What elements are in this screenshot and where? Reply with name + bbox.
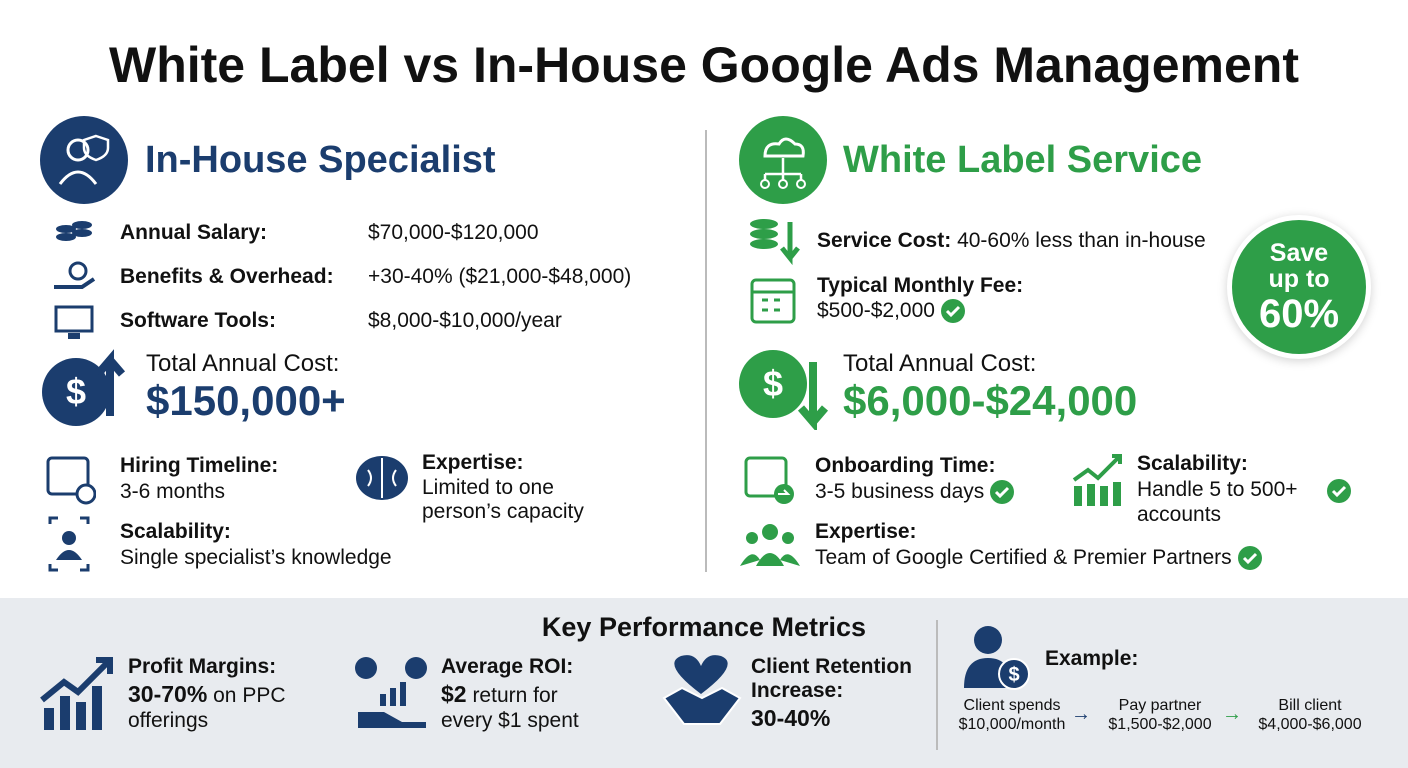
check bbox=[1327, 479, 1351, 503]
check bbox=[990, 480, 1015, 505]
feature-text: Team of Google Certified & Premier Partn… bbox=[815, 546, 1232, 569]
title: White Label vs In-House Google Ads Manag… bbox=[109, 37, 1299, 93]
metric-text: on PPC offerings bbox=[128, 684, 286, 732]
in-house-icon bbox=[40, 116, 128, 204]
feature-label: Scalability: bbox=[120, 520, 231, 543]
cost-icons bbox=[750, 219, 800, 324]
check bbox=[940, 299, 965, 324]
example-icon: $ bbox=[964, 626, 1030, 690]
arrow: → bbox=[1071, 703, 1091, 725]
feature-label: Scalability: bbox=[1137, 452, 1248, 475]
feature-row: Team of Google Certified & Premier Partn… bbox=[815, 546, 1262, 571]
feature-label: Hiring Timeline: bbox=[120, 454, 279, 477]
step-value: $10,000/month bbox=[958, 716, 1066, 733]
cost-value: $500-$2,000 bbox=[817, 299, 935, 322]
metric-value-row: 30-40% bbox=[751, 706, 911, 732]
metrics-heading: Key Performance Metrics bbox=[541, 612, 867, 642]
total-label: Total Annual Cost: bbox=[146, 350, 340, 377]
feature-text: Handle 5 to 500+ accounts bbox=[1137, 478, 1298, 526]
feature-text: Limited to one person’s capacity bbox=[422, 476, 584, 523]
cost-label: Typical Monthly Fee: bbox=[817, 274, 1024, 297]
cost-label: Annual Salary: bbox=[120, 221, 268, 244]
badge-line: 60% bbox=[1258, 292, 1340, 336]
step-label: Bill client bbox=[1278, 697, 1342, 714]
metric-label: Profit Margins: bbox=[128, 655, 277, 678]
divider bbox=[705, 130, 707, 572]
step-label: Pay partner bbox=[1118, 697, 1202, 714]
divider bbox=[936, 620, 938, 750]
example-heading: Example: bbox=[1045, 647, 1139, 670]
metric-text: return for every $1 spent bbox=[441, 684, 579, 732]
step-value: $4,000-$6,000 bbox=[1258, 716, 1362, 733]
step-label: Client spends bbox=[963, 697, 1061, 714]
cost-row: $500-$2,000 bbox=[817, 299, 965, 324]
step-value: $1,500-$2,000 bbox=[1108, 716, 1212, 733]
total-value: $6,000-$24,000 bbox=[843, 377, 1138, 424]
feature-icons bbox=[740, 456, 800, 566]
arrow: → bbox=[1222, 703, 1242, 725]
feature-text: 3-6 months bbox=[120, 480, 226, 503]
cost-value: 40-60% less than in-house bbox=[957, 229, 1206, 252]
feature-icons bbox=[46, 456, 96, 572]
white-label-heading: White Label Service bbox=[843, 139, 1203, 181]
check bbox=[1237, 546, 1262, 571]
brain-icon bbox=[356, 456, 408, 500]
white-label-icon bbox=[739, 116, 827, 204]
feature-row: Handle 5 to 500+ accounts bbox=[1137, 477, 1352, 527]
metric-value: 30-40% bbox=[751, 705, 831, 731]
total-value: $150,000+ bbox=[146, 377, 346, 424]
metric-value: 30-70% bbox=[128, 681, 208, 707]
total-label: Total Annual Cost: bbox=[843, 350, 1037, 377]
save-badge: Save up to 60% bbox=[1232, 220, 1366, 354]
metric-value: $2 bbox=[441, 681, 467, 707]
feature-label: Expertise: bbox=[815, 520, 917, 543]
cost-label: Service Cost: bbox=[817, 229, 952, 252]
total-icon: $ bbox=[42, 349, 126, 426]
cost-value: +30-40% ($21,000-$48,000) bbox=[368, 265, 632, 288]
metric-value-row: $2 return for every $1 spent bbox=[441, 682, 601, 733]
badge-line: Save bbox=[1269, 239, 1329, 267]
metric-label: Client Retention Increase: bbox=[751, 655, 912, 702]
total-icon: $ bbox=[739, 350, 829, 430]
svg-text:$: $ bbox=[763, 363, 783, 404]
feature-row: 3-5 business days bbox=[815, 480, 1015, 505]
metric-label: Average ROI: bbox=[441, 655, 574, 678]
feature-label: Expertise: bbox=[422, 451, 524, 474]
feature-text: Single specialist’s knowledge bbox=[120, 546, 392, 569]
cost-icons bbox=[54, 221, 96, 339]
badge-line: up to bbox=[1268, 265, 1330, 293]
cost-label: Benefits & Overhead: bbox=[120, 265, 334, 288]
scalability-icon bbox=[1072, 454, 1122, 506]
cost-value: $70,000-$120,000 bbox=[368, 221, 539, 244]
feature-label: Onboarding Time: bbox=[815, 454, 996, 477]
feature-text: 3-5 business days bbox=[815, 480, 985, 503]
cost-value: $8,000-$10,000/year bbox=[368, 309, 562, 332]
retention-icon bbox=[662, 655, 742, 725]
svg-text:$: $ bbox=[1008, 664, 1019, 686]
metric-value-row: 30-70% on PPC offerings bbox=[128, 682, 318, 733]
cost-label: Software Tools: bbox=[120, 309, 276, 332]
svg-text:$: $ bbox=[66, 371, 86, 412]
roi-icon bbox=[355, 657, 427, 728]
cost-row: Service Cost: 40-60% less than in-house bbox=[817, 229, 1206, 253]
in-house-heading: In-House Specialist bbox=[145, 139, 496, 181]
profit-icon bbox=[40, 657, 113, 730]
